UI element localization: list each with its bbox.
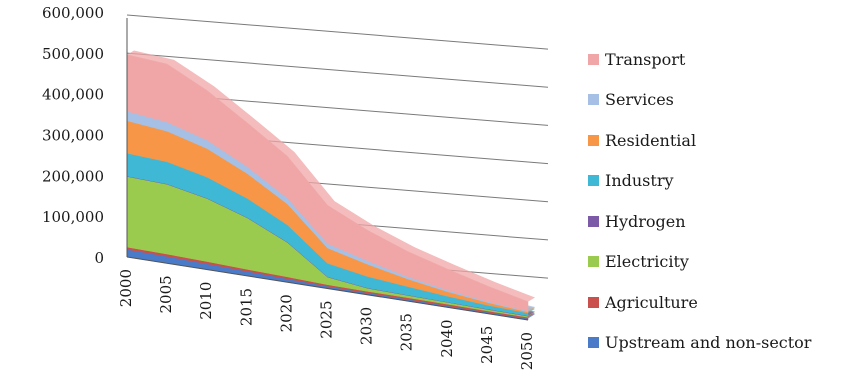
- legend-swatch: [588, 94, 599, 105]
- y-tick-label: 0: [94, 249, 104, 267]
- legend-item: Upstream and non-sector: [588, 332, 811, 354]
- area-series: [126, 50, 535, 321]
- legend-item: Services: [588, 89, 674, 111]
- x-tick-label: 2010: [197, 282, 215, 320]
- x-axis-line: [126, 256, 529, 321]
- legend-label: Industry: [605, 171, 674, 190]
- legend-swatch: [588, 296, 599, 308]
- y-tick-label: 400,000: [42, 86, 104, 104]
- x-tick-label: 2040: [438, 319, 456, 357]
- x-tick-label: 2000: [117, 269, 135, 307]
- legend-label: Hydrogen: [605, 211, 686, 231]
- x-tick-label: 2035: [398, 313, 416, 351]
- y-tick-label: 500,000: [42, 45, 104, 63]
- x-tick-label: 2030: [358, 307, 376, 345]
- legend-item: Hydrogen: [588, 210, 686, 232]
- legend-item: Industry: [588, 170, 674, 192]
- legend-label: Upstream and non-sector: [605, 333, 812, 352]
- legend-label: Residential: [605, 130, 697, 150]
- y-tick-label: 100,000: [42, 208, 104, 226]
- y-tick-labels: 0 100,000 200,000 300,000 400,000 500,000 600,…: [42, 4, 104, 267]
- legend-swatch: [588, 215, 599, 227]
- legend-item: Transport: [588, 48, 685, 70]
- gridline: [126, 14, 549, 50]
- legend-swatch: [588, 337, 599, 348]
- legend-swatch: [588, 175, 599, 186]
- legend-swatch: [588, 53, 599, 65]
- axes: [126, 18, 529, 321]
- legend-label: Electricity: [605, 252, 689, 271]
- x-tick-label: 2005: [157, 275, 175, 313]
- x-tick-label: 2050: [518, 332, 536, 370]
- y-tick-label: 300,000: [42, 127, 104, 145]
- x-tick-label: 2045: [478, 326, 496, 364]
- legend-item: Agriculture: [588, 291, 698, 313]
- gridline: [126, 52, 549, 88]
- x-tick-label: 2025: [318, 301, 336, 339]
- y-tick-label: 600,000: [42, 4, 104, 22]
- legend-item: Residential: [588, 129, 696, 151]
- y-tick-label: 200,000: [42, 167, 104, 185]
- x-tick-label: 2020: [277, 294, 295, 332]
- legend-swatch: [588, 134, 599, 146]
- legend-label: Agriculture: [605, 292, 698, 312]
- legend-swatch: [588, 256, 599, 267]
- legend-item: Electricity: [588, 251, 689, 273]
- x-tick-labels: 2000 2005 2010 2015 2020 2025 2030 2035 2040 2045…: [117, 269, 536, 370]
- legend-label: Transport: [605, 49, 686, 69]
- x-tick-label: 2015: [237, 288, 255, 326]
- area-transport: [126, 54, 529, 312]
- legend-label: Services: [605, 90, 674, 109]
